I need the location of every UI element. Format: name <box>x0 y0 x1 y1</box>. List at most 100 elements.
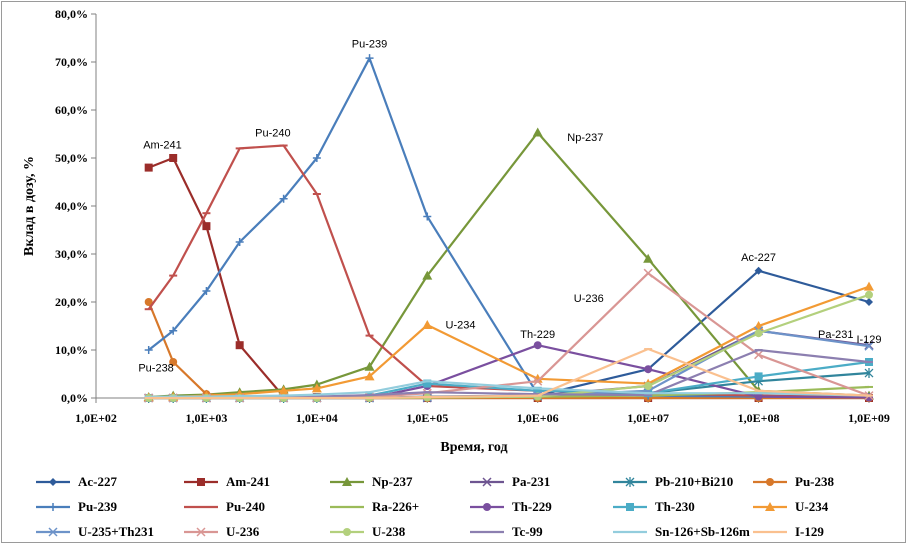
annotation-label: I-129 <box>856 334 881 346</box>
legend-marker-u-238 <box>343 528 351 536</box>
data-point-am-241 <box>144 163 153 172</box>
data-point-th-230 <box>533 386 542 395</box>
annotation-label: Pu-238 <box>138 363 173 375</box>
data-point-pu-238 <box>144 298 153 306</box>
annotation-label: Th-229 <box>520 329 555 341</box>
legend-marker-am-241 <box>197 478 205 486</box>
data-point-u-238 <box>865 290 873 299</box>
data-point-pu-239 <box>312 154 321 162</box>
annotation-label: Pu-240 <box>255 127 290 139</box>
legend-label-sn-126-sb-126m: Sn-126+Sb-126m <box>655 524 750 539</box>
series-line-am-241 <box>148 156 869 400</box>
data-point-ac-227 <box>754 266 763 275</box>
legend-label-np-237: Np-237 <box>372 474 413 489</box>
legend-label-tc-99: Tc-99 <box>512 524 543 539</box>
legend-marker-pb-210-bi210 <box>625 477 635 487</box>
x-axis-label: Время, год <box>440 440 507 455</box>
legend-item-th-230: Th-230 <box>613 499 695 514</box>
data-point-np-237 <box>643 253 654 263</box>
data-point-pu-239 <box>235 238 244 246</box>
data-point-u-238 <box>644 382 653 390</box>
legend-marker-np-237 <box>342 477 352 486</box>
data-point-th-229 <box>644 365 653 374</box>
data-point-u-236 <box>533 376 543 386</box>
annotation-label: Np-237 <box>567 132 603 144</box>
y-tick-label: 0,0% <box>61 391 88 405</box>
y-tick-label: 70,0% <box>55 55 88 69</box>
series-u-236 <box>144 268 874 403</box>
y-tick-label: 30,0% <box>55 247 88 261</box>
x-tick-label: 1,0E+02 <box>75 411 117 425</box>
x-tick-label: 1,0E+06 <box>517 411 559 425</box>
data-point-u-235-th231 <box>864 341 874 351</box>
series-i-129 <box>144 347 873 400</box>
annotation-label: U-236 <box>574 293 604 305</box>
data-point-am-241 <box>202 222 211 231</box>
data-point-th-229 <box>533 341 542 350</box>
annotation-label: Am-241 <box>143 139 182 151</box>
legend-label-i-129: I-129 <box>795 524 824 539</box>
data-point-pu-239 <box>279 194 288 203</box>
legend-item-i-129: I-129 <box>753 524 824 539</box>
legend-item-u-234: U-234 <box>753 499 829 514</box>
legend-item-tc-99: Tc-99 <box>470 524 543 539</box>
legend-item-u-235-th231: U-235+Th231 <box>36 524 154 539</box>
legend-item-pb-210-bi210: Pb-210+Bi210 <box>613 474 733 489</box>
legend-label-pu-238: Pu-238 <box>795 474 835 489</box>
x-tick-label: 1,0E+07 <box>627 411 669 425</box>
legend-item-u-236: U-236 <box>184 524 260 539</box>
data-point-pu-239 <box>423 212 432 221</box>
legend-marker-ac-227 <box>49 478 57 486</box>
legend-label-u-235-th231: U-235+Th231 <box>78 524 154 539</box>
legend-label-pa-231: Pa-231 <box>512 474 550 489</box>
data-point-pu-239 <box>144 346 153 354</box>
legend-label-am-241: Am-241 <box>226 474 270 489</box>
x-tick-label: 1,0E+08 <box>738 411 780 425</box>
annotation-layer: Am-241 Pu-240 Pu-239 Np-237 U-236 Ac-227 Pa-23… <box>138 39 881 375</box>
annotation-label: Ac-227 <box>741 252 776 264</box>
legend-item-pa-231: Pa-231 <box>470 474 550 489</box>
data-point-pb-210-bi210 <box>864 368 874 379</box>
y-tick-label: 20,0% <box>55 295 88 309</box>
data-point-am-241 <box>169 154 178 162</box>
legend-label-th-230: Th-230 <box>655 499 695 514</box>
legend-label-ra-226: Ra-226+ <box>372 499 419 514</box>
legend-marker-th-229 <box>483 503 491 511</box>
data-point-pu-239 <box>365 54 374 63</box>
legend-label-pb-210-bi210: Pb-210+Bi210 <box>655 474 733 489</box>
legend: Ac-227 Am-241 Np-237 Pa-231 Pb-210+Bi210 Pu-2… <box>36 474 835 539</box>
legend-label-u-236: U-236 <box>226 524 260 539</box>
x-tick-label: 1,0E+03 <box>186 411 228 425</box>
data-point-ac-227 <box>865 298 873 306</box>
x-tick-label: 1,0E+09 <box>848 411 890 425</box>
data-point-u-234 <box>864 281 874 291</box>
y-axis-label: Вклад в дозу, % <box>22 156 37 256</box>
legend-label-pu-239: Pu-239 <box>78 499 118 514</box>
data-point-pu-239 <box>169 326 178 335</box>
series-pu-239 <box>144 54 873 402</box>
legend-label-ac-227: Ac-227 <box>78 474 117 489</box>
legend-marker-u-235-th231 <box>48 527 58 537</box>
y-tick-label: 10,0% <box>55 343 88 357</box>
data-point-pu-238 <box>169 358 178 366</box>
data-point-am-241 <box>235 341 244 350</box>
legend-label-u-238: U-238 <box>372 524 406 539</box>
annotation-label: Pa-231 <box>818 329 853 341</box>
data-point-np-237 <box>364 361 375 371</box>
series-line-pu-239 <box>148 57 870 399</box>
series-line-sn-126-sb-126m <box>148 380 870 399</box>
legend-item-pu-238: Pu-238 <box>753 474 835 489</box>
legend-label-u-234: U-234 <box>795 499 829 514</box>
data-point-u-236 <box>643 268 653 278</box>
data-point-th-229 <box>754 392 763 401</box>
legend-item-am-241: Am-241 <box>184 474 270 489</box>
y-tick-label: 80,0% <box>55 7 88 21</box>
legend-item-sn-126-sb-126m: Sn-126+Sb-126m <box>613 524 750 539</box>
data-point-u-234 <box>364 371 375 381</box>
legend-item-ac-227: Ac-227 <box>36 474 117 489</box>
legend-label-th-229: Th-229 <box>512 499 552 514</box>
data-point-th-230 <box>423 379 432 388</box>
legend-marker-u-234 <box>765 502 775 511</box>
